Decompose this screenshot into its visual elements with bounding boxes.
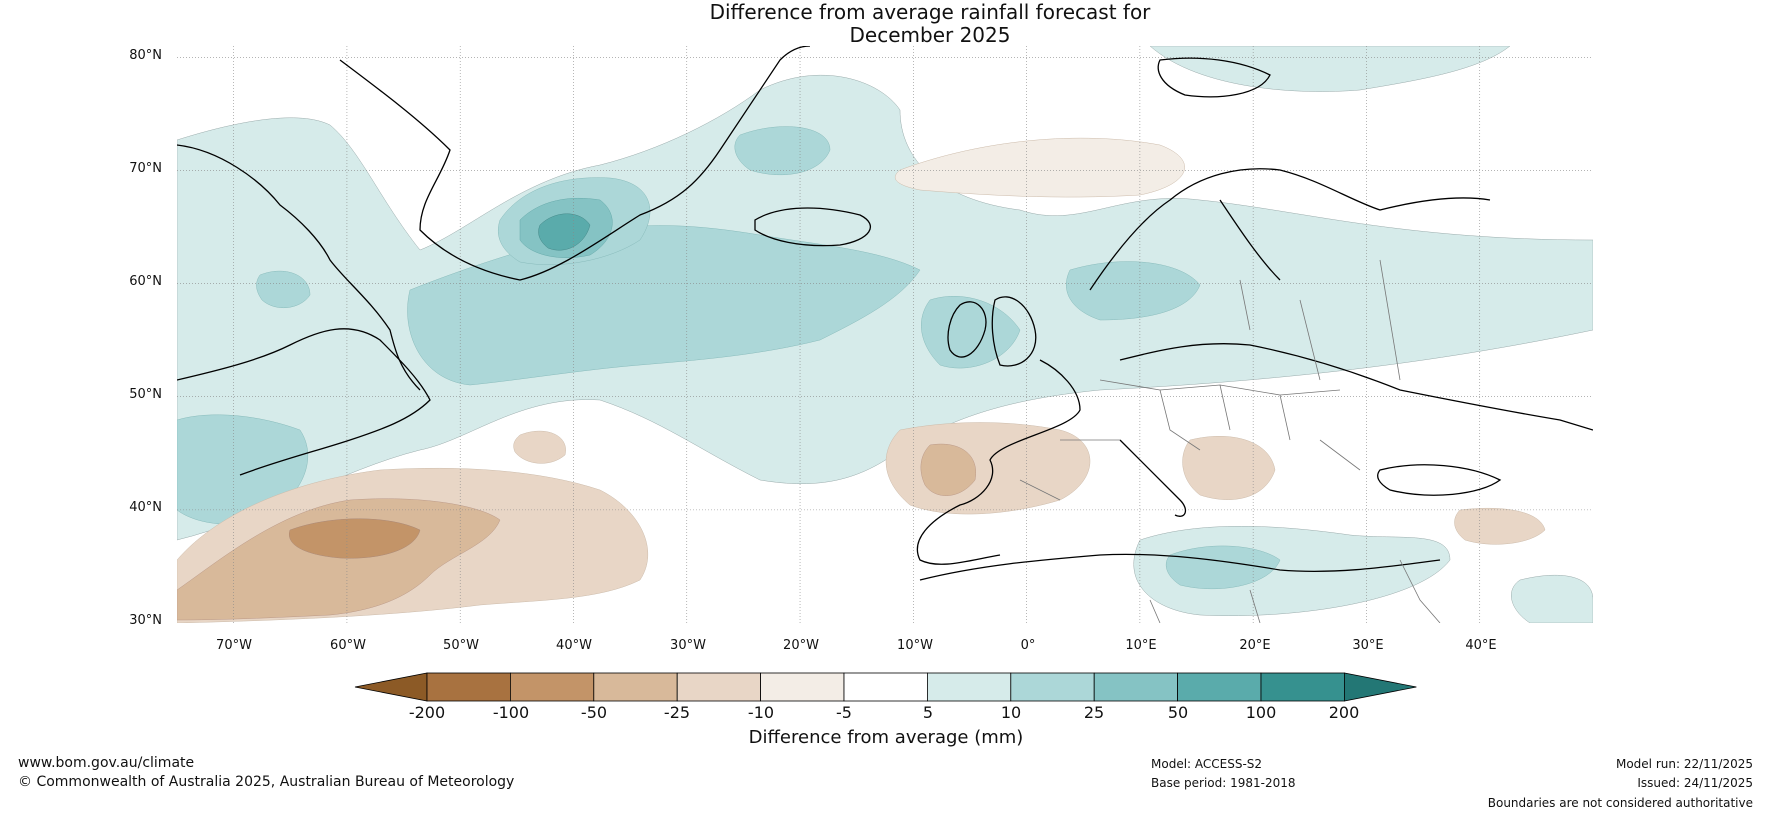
colorbar-tick: -100 <box>492 703 530 722</box>
lon-label-30w: 30°W <box>670 638 706 653</box>
lon-label-10e: 10°E <box>1125 638 1157 653</box>
anomaly-region-brown-atlantic <box>177 498 501 621</box>
colorbar-tick: 5 <box>922 703 934 722</box>
colorbar-segment <box>1177 672 1262 702</box>
lon-label-10w: 10°W <box>897 638 933 653</box>
footer-model: Model: ACCESS-S2 <box>1151 757 1263 771</box>
lon-label-20e: 20°E <box>1239 638 1271 653</box>
footer-base-period: Base period: 1981-2018 <box>1151 776 1296 790</box>
lat-label-40n: 40°N <box>129 500 162 515</box>
colorbar-segment <box>676 672 762 702</box>
lon-label-50w: 50°W <box>443 638 479 653</box>
colorbar-tick: -25 <box>663 703 691 722</box>
map-title-line1: Difference from average rainfall forecas… <box>709 0 1151 24</box>
colorbar-tick: 200 <box>1328 703 1360 722</box>
lat-label-50n: 50°N <box>129 387 162 402</box>
footer-disclaimer: Boundaries are not considered authoritat… <box>1487 796 1753 810</box>
lon-label-30e: 30°E <box>1352 638 1384 653</box>
lon-label-0: 0° <box>1020 638 1036 653</box>
anomaly-region-light-teal-se <box>1511 574 1593 623</box>
lat-label-30n: 30°N <box>129 613 162 628</box>
map-title-line2: December 2025 <box>849 23 1011 47</box>
colorbar-tick: 25 <box>1083 703 1105 722</box>
anomaly-region-mid-teal-labrador <box>256 270 311 308</box>
colorbar-segment <box>593 672 678 702</box>
colorbar-extend-high <box>1344 672 1417 702</box>
colorbar <box>354 672 1417 702</box>
anomaly-region-mid-teal-east-greenland <box>734 126 831 176</box>
anomaly-region-brown-balkans <box>1182 436 1276 500</box>
anomaly-region-dark-teal-greenland <box>538 213 591 251</box>
lon-label-40w: 40°W <box>556 638 592 653</box>
country-border-icon <box>1019 259 1441 623</box>
lat-label-70n: 70°N <box>129 161 162 176</box>
colorbar-tick: 50 <box>1167 703 1189 722</box>
footer-issued: Issued: 24/11/2025 <box>1637 776 1753 790</box>
colorbar-tick: -10 <box>747 703 775 722</box>
colorbar-segment <box>1093 672 1178 702</box>
colorbar-segment <box>927 672 1012 702</box>
anomaly-region-light-brown-mid-atlantic <box>513 430 566 464</box>
graticule <box>177 46 1593 623</box>
anomaly-region-dark-brown-atlantic <box>288 518 421 559</box>
lat-label-80n: 80°N <box>129 48 162 63</box>
anomaly-region-brown-iberia <box>920 443 977 496</box>
colorbar-title: Difference from average (mm) <box>748 727 1024 748</box>
anomaly-region-mid-teal-med <box>1165 545 1281 590</box>
rainfall-field <box>177 46 1593 623</box>
anomaly-region-light-brown-norway-sea <box>895 137 1185 198</box>
colorbar-segment <box>843 672 928 702</box>
lon-label-70w: 70°W <box>216 638 252 653</box>
colorbar-tick: 10 <box>1000 703 1022 722</box>
lon-label-20w: 20°W <box>783 638 819 653</box>
lon-label-60w: 60°W <box>330 638 366 653</box>
colorbar-segment <box>509 672 595 702</box>
colorbar-segment <box>760 672 845 702</box>
colorbar-tick: 100 <box>1245 703 1277 722</box>
footer-model-run: Model run: 22/11/2025 <box>1615 757 1753 771</box>
colorbar-segment <box>1010 672 1095 702</box>
lon-label-40e: 40°E <box>1465 638 1497 653</box>
lat-label-60n: 60°N <box>129 274 162 289</box>
colorbar-tick: -200 <box>408 703 446 722</box>
colorbar-segment <box>1260 672 1345 702</box>
anomaly-region-light-teal-west <box>177 75 1593 541</box>
anomaly-region-light-brown-iberia <box>885 422 1091 515</box>
coastline-icon <box>177 46 1593 581</box>
colorbar-tick: -5 <box>836 703 852 722</box>
colorbar-extend-low <box>354 672 428 702</box>
footer-website[interactable]: www.bom.gov.au/climate <box>18 755 195 771</box>
colorbar-tick: -50 <box>580 703 608 722</box>
footer-copyright: © Commonwealth of Australia 2025, Austra… <box>18 774 515 790</box>
colorbar-segment <box>426 672 511 702</box>
